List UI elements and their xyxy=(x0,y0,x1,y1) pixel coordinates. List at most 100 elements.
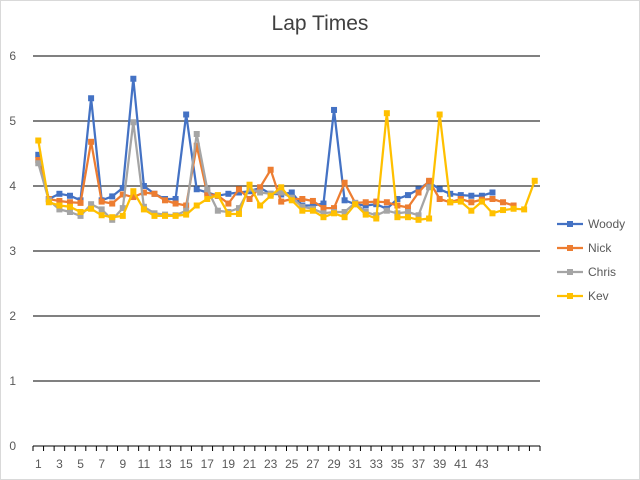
point-kev-30 xyxy=(341,214,348,221)
point-nick-37 xyxy=(415,189,422,196)
point-kev-34 xyxy=(383,110,390,117)
point-kev-28 xyxy=(320,214,327,221)
point-kev-7 xyxy=(98,212,105,219)
point-woody-42 xyxy=(468,192,475,199)
point-woody-10 xyxy=(130,75,137,82)
legend-item-chris: Chris xyxy=(557,265,616,279)
point-nick-12 xyxy=(151,190,158,197)
x-tick-label-7: 7 xyxy=(98,457,105,471)
y-tick-label-5: 5 xyxy=(9,114,16,128)
point-kev-41 xyxy=(457,198,464,205)
x-tick-label-29: 29 xyxy=(327,457,341,471)
point-kev-21 xyxy=(246,181,253,188)
point-woody-39 xyxy=(436,186,443,193)
point-chris-10 xyxy=(130,119,137,126)
point-nick-20 xyxy=(235,186,242,193)
point-kev-2 xyxy=(45,199,52,206)
x-tick-label-41: 41 xyxy=(454,457,468,471)
point-kev-23 xyxy=(267,192,274,199)
point-kev-6 xyxy=(88,205,95,212)
x-tick-label-17: 17 xyxy=(201,457,215,471)
legend-item-kev: Kev xyxy=(557,289,609,303)
point-kev-31 xyxy=(352,201,359,208)
point-kev-33 xyxy=(373,215,380,222)
point-woody-29 xyxy=(331,106,338,113)
point-woody-8 xyxy=(109,193,116,200)
point-woody-43 xyxy=(478,192,485,199)
point-woody-35 xyxy=(394,196,401,202)
point-kev-13 xyxy=(162,212,169,219)
point-nick-39 xyxy=(436,196,443,202)
point-kev-47 xyxy=(521,206,528,213)
point-kev-14 xyxy=(172,212,179,219)
point-kev-18 xyxy=(214,192,221,199)
x-tick-label-3: 3 xyxy=(56,457,63,471)
point-nick-14 xyxy=(172,200,179,207)
point-kev-29 xyxy=(331,210,338,217)
x-tick-label-31: 31 xyxy=(348,457,362,471)
point-nick-35 xyxy=(394,202,401,209)
x-tick-label-21: 21 xyxy=(243,457,257,471)
point-kev-43 xyxy=(478,198,485,205)
point-nick-7 xyxy=(98,198,105,205)
point-kev-26 xyxy=(299,207,306,214)
point-nick-30 xyxy=(341,179,348,186)
point-nick-38 xyxy=(426,177,433,184)
point-kev-36 xyxy=(404,214,411,221)
point-nick-11 xyxy=(140,189,147,196)
x-tick-label-25: 25 xyxy=(285,457,299,471)
point-woody-30 xyxy=(341,197,348,204)
point-kev-27 xyxy=(309,207,316,214)
point-woody-19 xyxy=(225,190,232,197)
point-chris-7 xyxy=(98,206,105,213)
point-nick-13 xyxy=(162,197,169,204)
point-kev-45 xyxy=(500,207,507,214)
point-chris-18 xyxy=(214,207,221,214)
point-nick-45 xyxy=(500,199,507,206)
x-tick-label-27: 27 xyxy=(306,457,320,471)
point-woody-27 xyxy=(309,202,316,209)
x-tick-label-39: 39 xyxy=(433,457,447,471)
point-woody-44 xyxy=(489,189,496,196)
y-tick-label-2: 2 xyxy=(9,309,16,323)
point-nick-32 xyxy=(362,199,369,206)
point-woody-4 xyxy=(66,192,73,199)
y-tick-labels: 0 1 2 3 4 5 6 xyxy=(9,49,16,453)
point-chris-15 xyxy=(183,207,190,214)
point-woody-11 xyxy=(140,183,147,189)
legend-label-woody: Woody xyxy=(588,217,625,231)
point-woody-28 xyxy=(320,200,327,207)
series-kev xyxy=(35,110,538,223)
point-nick-9 xyxy=(119,191,126,198)
point-nick-36 xyxy=(404,204,411,211)
point-woody-20 xyxy=(235,189,242,196)
legend-label-kev: Kev xyxy=(588,289,609,303)
legend-label-chris: Chris xyxy=(588,265,616,279)
point-woody-6 xyxy=(88,95,95,102)
point-nick-27 xyxy=(309,197,316,204)
series-line-woody xyxy=(37,77,493,210)
legend-item-nick: Nick xyxy=(557,241,612,255)
point-chris-26 xyxy=(299,203,306,210)
point-kev-9 xyxy=(119,212,126,219)
point-nick-8 xyxy=(109,200,116,207)
point-kev-48 xyxy=(531,177,538,184)
point-nick-3 xyxy=(56,197,63,204)
point-kev-20 xyxy=(235,210,242,217)
point-chris-5 xyxy=(77,212,84,219)
legend-marker-chris xyxy=(567,269,573,275)
legend: Woody Nick Chris Kev xyxy=(557,217,625,303)
point-kev-38 xyxy=(426,215,433,222)
point-kev-39 xyxy=(436,111,443,118)
point-chris-20 xyxy=(235,205,242,212)
x-tick-label-15: 15 xyxy=(179,457,193,471)
point-chris-16 xyxy=(193,131,200,137)
point-nick-29 xyxy=(331,205,338,212)
point-woody-16 xyxy=(193,186,200,193)
point-kev-3 xyxy=(56,202,63,209)
point-kev-19 xyxy=(225,210,232,217)
point-nick-1 xyxy=(35,157,42,163)
point-nick-46 xyxy=(510,202,517,209)
point-chris-28 xyxy=(320,210,327,217)
